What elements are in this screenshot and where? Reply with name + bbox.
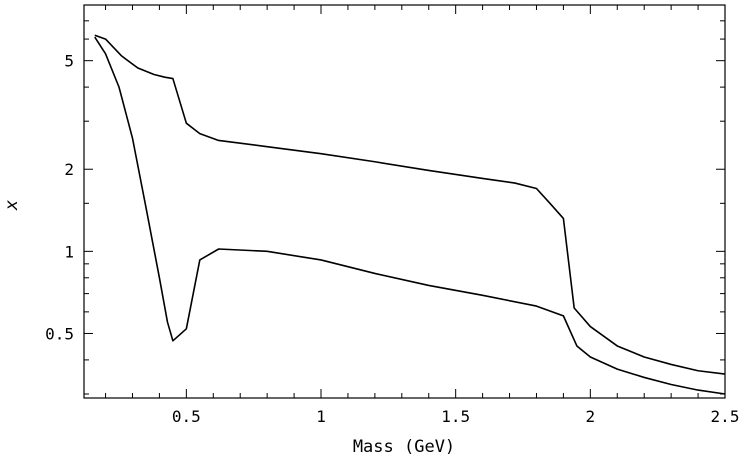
y-axis-label: x — [2, 199, 22, 211]
axis-ticks — [84, 5, 726, 398]
y-tick-label: 2 — [64, 160, 74, 179]
y-tick-label: 5 — [64, 52, 74, 71]
data-curves — [94, 34, 726, 395]
y-tick-label: 1 — [64, 242, 74, 261]
x-tick-label: 1.5 — [441, 407, 470, 426]
x-tick-label: 2.5 — [711, 407, 740, 426]
y-tick-label: 0.5 — [45, 324, 74, 343]
x-tick-label: 0.5 — [172, 407, 201, 426]
x-tick-label: 2 — [586, 407, 596, 426]
x-tick-label: 1 — [316, 407, 326, 426]
x-axis-label: Mass (GeV) — [353, 437, 455, 457]
plot-frame — [83, 4, 726, 399]
lower-curve — [94, 36, 726, 395]
tick-labels: 0.5 1 1.5 2 2.5 0.5 1 2 5 — [45, 52, 739, 426]
upper-curve — [94, 34, 726, 375]
